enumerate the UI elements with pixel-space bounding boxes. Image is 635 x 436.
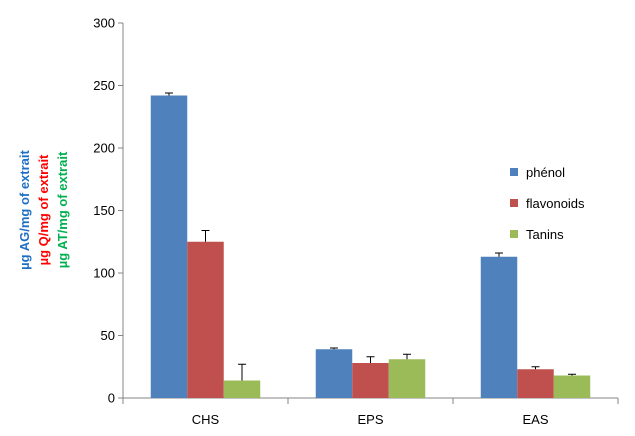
bars [150, 95, 591, 398]
legend-swatch-1 [510, 199, 518, 207]
y-axis-labels: µg AG/mg of extrait µg Q/mg of extrait µ… [17, 149, 70, 269]
y-axis-label-tanins: µg AT/mg of extrait [55, 151, 70, 268]
y-axis: 0 50 100 150 200 250 300 [93, 16, 124, 406]
legend-label-0: phénol [526, 165, 565, 180]
bar-eps-1 [352, 363, 389, 398]
legend: phénol flavonoids Tanins [510, 165, 585, 242]
y-axis-label-phenol: µg AG/mg of extrait [17, 149, 32, 269]
y-tick-label: 50 [101, 328, 115, 343]
bar-chs-2 [223, 380, 261, 398]
legend-label-1: flavonoids [526, 196, 585, 211]
y-tick-label: 200 [93, 141, 115, 156]
bar-eas-2 [553, 375, 591, 398]
x-tick-label: CHS [192, 412, 220, 427]
legend-label-2: Tanins [526, 227, 564, 242]
y-axis-label-flavonoids: µg Q/mg of extrait [36, 154, 51, 265]
bar-eps-0 [315, 349, 353, 398]
y-tick-label: 250 [93, 78, 115, 93]
x-axis: CHS EPS EAS [122, 397, 619, 427]
bar-eas-1 [517, 369, 554, 398]
x-tick-label: EPS [357, 412, 383, 427]
x-tick-label: EAS [522, 412, 548, 427]
bar-eas-0 [480, 256, 518, 398]
y-tick-label: 150 [93, 203, 115, 218]
legend-swatch-2 [510, 230, 518, 238]
bar-eps-2 [388, 359, 426, 398]
y-tick-label: 0 [108, 391, 115, 406]
y-tick-label: 300 [93, 16, 115, 31]
legend-swatch-0 [510, 168, 518, 176]
bar-chs-0 [150, 95, 188, 398]
y-tick-label: 100 [93, 266, 115, 281]
bar-chs-1 [187, 241, 224, 398]
error-bars [165, 92, 576, 381]
